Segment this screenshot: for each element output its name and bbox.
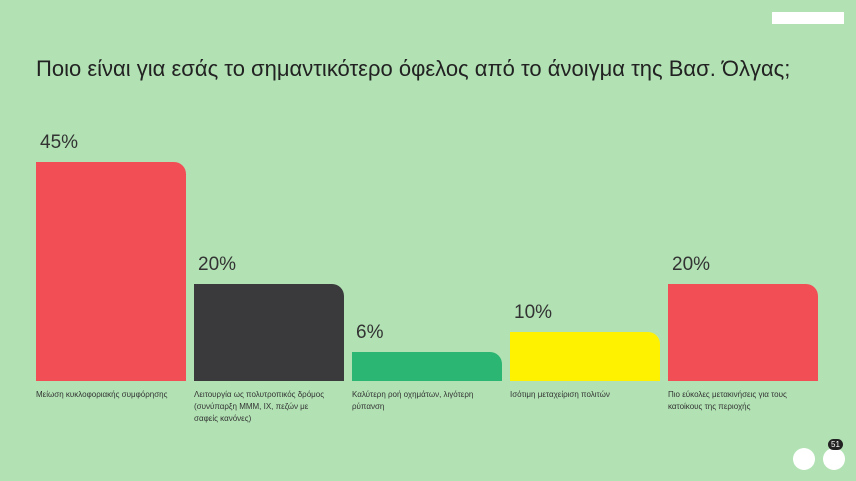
category-label: Λειτουργία ως πολυτροπικός δρόμος (συνύπ… <box>194 390 325 423</box>
participant-count: 51 <box>828 439 843 450</box>
chart-title: Ποιο είναι για εσάς το σημαντικότερο όφε… <box>36 56 791 81</box>
reaction-button[interactable] <box>793 448 815 470</box>
bar <box>668 283 818 381</box>
category-label: Καλύτερη ροή οχημάτων, λιγότερη ρύπανση <box>352 390 474 411</box>
value-label: 6% <box>356 321 384 343</box>
value-label: 10% <box>514 302 553 324</box>
logo <box>772 12 844 24</box>
bar <box>510 332 660 381</box>
category-label: Πιο εύκολες μετακινήσεις για τους κατοίκ… <box>668 390 787 411</box>
value-label: 20% <box>672 253 711 275</box>
bar <box>352 351 502 381</box>
bar <box>194 283 344 381</box>
category-label: Ισότιμη μεταχείριση πολιτών <box>510 390 610 399</box>
value-label: 20% <box>198 253 237 275</box>
bar <box>36 162 186 381</box>
category-label: Μείωση κυκλοφοριακής συμφόρησης <box>36 390 168 399</box>
participants-button[interactable] <box>823 448 845 470</box>
value-label: 45% <box>40 132 79 153</box>
